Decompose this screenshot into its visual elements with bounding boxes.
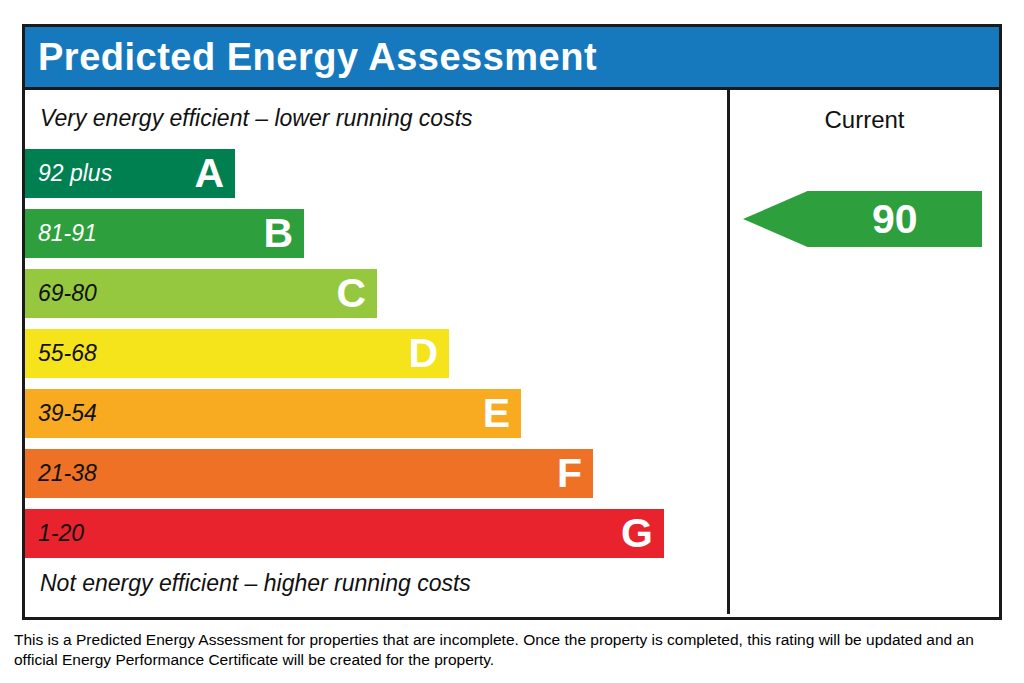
current-column-header: Current	[730, 106, 999, 134]
efficiency-note-top: Very energy efficient – lower running co…	[40, 105, 727, 132]
band-e-range-label: 39-54	[38, 400, 97, 427]
band-a-range-label: 92 plus	[38, 160, 112, 187]
band-e-letter: E	[483, 389, 510, 438]
efficiency-note-bottom: Not energy efficient – higher running co…	[40, 570, 727, 597]
footer-note-line-1: This is a Predicted Energy Assessment fo…	[14, 630, 1014, 650]
band-b-range-label: 81-91	[38, 220, 97, 247]
band-f-letter: F	[557, 449, 582, 498]
current-column: Current 90	[727, 90, 999, 614]
footer-note-line-2: official Energy Performance Certificate …	[14, 650, 1014, 670]
page-title: Predicted Energy Assessment	[25, 36, 597, 79]
band-d-range-label: 55-68	[38, 340, 97, 367]
band-c-letter: C	[336, 269, 366, 318]
footer-note: This is a Predicted Energy Assessment fo…	[14, 630, 1014, 671]
band-a: 92 plus A	[25, 149, 235, 198]
current-rating-value: 90	[808, 196, 982, 243]
band-b-letter: B	[263, 209, 293, 258]
band-d: 55-68 D	[25, 329, 449, 378]
page: { "header": { "title": "Predicted Energy…	[0, 0, 1024, 683]
epc-chart-box: Predicted Energy Assessment Very energy …	[22, 24, 1002, 620]
current-rating-arrow: 90	[743, 191, 982, 247]
band-e: 39-54 E	[25, 389, 521, 438]
band-g-range-label: 1-20	[38, 520, 84, 547]
band-g: 1-20 G	[25, 509, 664, 558]
band-g-letter: G	[621, 509, 653, 558]
band-f: 21-38 F	[25, 449, 593, 498]
header-bar: Predicted Energy Assessment	[25, 27, 999, 90]
band-f-range-label: 21-38	[38, 460, 97, 487]
band-b: 81-91 B	[25, 209, 304, 258]
band-a-letter: A	[194, 149, 224, 198]
chart-content: Very energy efficient – lower running co…	[25, 90, 999, 614]
band-c: 69-80 C	[25, 269, 377, 318]
rating-bands-column: Very energy efficient – lower running co…	[25, 90, 727, 614]
band-c-range-label: 69-80	[38, 280, 97, 307]
band-d-letter: D	[408, 329, 438, 378]
